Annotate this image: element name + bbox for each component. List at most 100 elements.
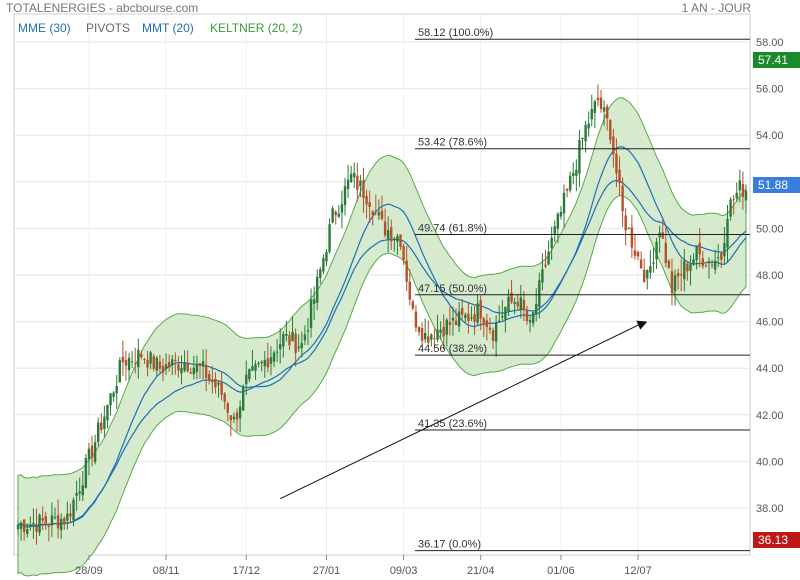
fib-label: 58.12 (100.0%) (418, 27, 493, 39)
candle-body (744, 190, 748, 201)
candle-body (507, 296, 510, 312)
period-selector[interactable]: 1 AN - JOUR (681, 1, 751, 15)
candle-body (241, 386, 245, 411)
y-tick-label: 50.00 (756, 223, 784, 235)
candle-body (226, 403, 229, 413)
indicator-pivots[interactable]: PIVOTS (86, 21, 131, 35)
candle-body (306, 330, 310, 332)
x-tick-label: 01/06 (547, 565, 575, 577)
indicator-mme[interactable]: MME (30) (18, 21, 71, 35)
candle-body (720, 253, 723, 260)
candle-body (605, 106, 609, 119)
last-price-badge: 51.88 (753, 177, 800, 193)
candle-body (544, 264, 547, 267)
candle-body (430, 334, 433, 340)
candle-body (371, 211, 374, 216)
candle-body (689, 264, 692, 271)
candle-body (235, 412, 239, 420)
candle-body (171, 359, 174, 366)
candle-body (667, 260, 671, 269)
indicator-keltner[interactable]: KELTNER (20, 2) (210, 21, 303, 35)
candle-body (485, 320, 489, 328)
candle-body (353, 172, 356, 178)
low-price-badge: 36.13 (753, 532, 800, 548)
candle-body (66, 513, 69, 521)
candle-body (636, 251, 640, 257)
candle-body (639, 259, 643, 269)
candle-body (319, 269, 322, 279)
candle-body (525, 309, 529, 322)
candle-body (575, 169, 578, 176)
candle-body (294, 333, 297, 353)
candle-body (501, 316, 504, 318)
candle-body (220, 382, 223, 395)
candle-body (164, 364, 168, 370)
candle-body (572, 172, 575, 176)
candle-body (695, 245, 698, 261)
candle-body (47, 525, 51, 527)
mme-30-line (17, 179, 747, 527)
candle-body (300, 343, 303, 349)
candle-body (349, 173, 353, 182)
x-tick-label: 21/04 (467, 565, 495, 577)
candle-body (204, 364, 208, 379)
candle-body (670, 271, 674, 294)
candle-body (504, 306, 507, 320)
candle-body (439, 329, 442, 333)
candle-body (701, 258, 705, 267)
candle-body (254, 364, 257, 371)
candle-body (451, 317, 455, 321)
candle-body (612, 136, 615, 155)
indicator-mmt[interactable]: MMT (20) (142, 21, 194, 35)
candle-body (195, 363, 199, 373)
candle-body (578, 140, 581, 174)
x-tick-label: 27/01 (313, 565, 341, 577)
candle-body (646, 270, 649, 279)
candle-body (359, 180, 362, 187)
candle-body (288, 335, 291, 346)
candle-body (457, 311, 461, 327)
candle-body (513, 302, 516, 305)
candle-body (146, 359, 149, 368)
candle-body (90, 445, 94, 458)
candle-body (683, 261, 686, 280)
candle-body (553, 226, 556, 234)
candle-body (279, 344, 282, 350)
y-tick-label: 54.00 (756, 130, 784, 142)
candle-body (461, 308, 464, 315)
candle-body (584, 125, 587, 142)
candle-body (547, 251, 550, 265)
candle-body (87, 448, 91, 460)
candle-body (417, 326, 421, 333)
candle-body (488, 327, 492, 330)
candle-body (41, 518, 44, 521)
candle-body (680, 274, 683, 276)
candle-body (390, 227, 393, 242)
y-tick-label: 58.00 (756, 37, 784, 49)
candle-body (93, 442, 97, 462)
candle-body (383, 221, 387, 236)
fib-label: 53.42 (78.6%) (418, 137, 487, 149)
x-tick-label: 09/03 (390, 565, 418, 577)
candle-body (334, 211, 337, 216)
candle-body (738, 180, 742, 191)
candle-body (19, 522, 23, 529)
candle-body (726, 218, 729, 248)
trend-arrow-line (279, 324, 640, 500)
candle-body (643, 269, 646, 283)
high-price-badge: 57.41 (753, 52, 800, 68)
candle-body (124, 360, 128, 366)
candle-body (377, 212, 381, 216)
candle-body (445, 319, 448, 335)
candle-body (174, 359, 177, 361)
candle-body (161, 365, 165, 373)
candle-body (75, 493, 78, 496)
candle-body (393, 238, 396, 240)
candle-body (356, 175, 359, 190)
fibonacci-levels: 58.12 (100.0%) 53.42 (78.6%) 49.74 (61.8%)… (415, 27, 750, 552)
candle-body (448, 321, 452, 325)
candle-body (587, 123, 590, 129)
candle-body (433, 338, 436, 340)
y-tick-label: 42.00 (756, 410, 784, 422)
